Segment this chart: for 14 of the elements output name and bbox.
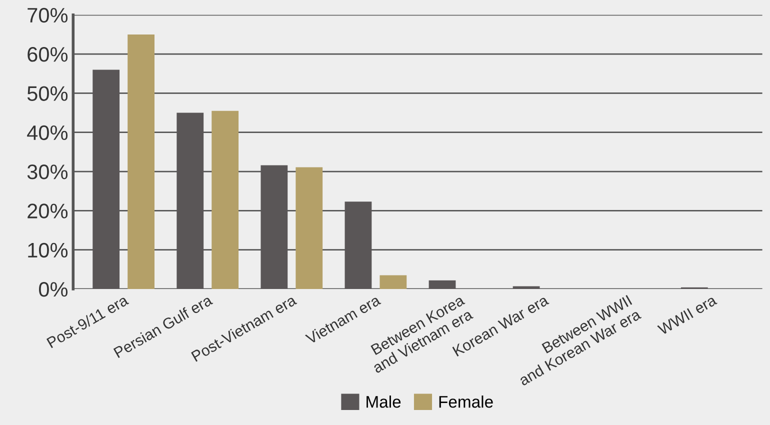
y-tick-label: 10%: [28, 242, 68, 258]
y-tick-label: 0%: [38, 282, 68, 297]
legend-label: Female: [439, 396, 493, 408]
y-tick-label: 20%: [28, 204, 68, 218]
legend-label: Male: [366, 396, 401, 408]
y-tick-label: 60%: [28, 47, 68, 62]
y-tick-label: 40%: [27, 125, 68, 140]
y-tick-label: 50%: [27, 86, 68, 101]
bar: [296, 167, 323, 289]
bar: [128, 34, 155, 289]
y-tick-label: 30%: [27, 164, 68, 180]
bar: [212, 110, 239, 289]
y-tick-label: 70%: [28, 8, 68, 23]
bar: [380, 275, 407, 289]
